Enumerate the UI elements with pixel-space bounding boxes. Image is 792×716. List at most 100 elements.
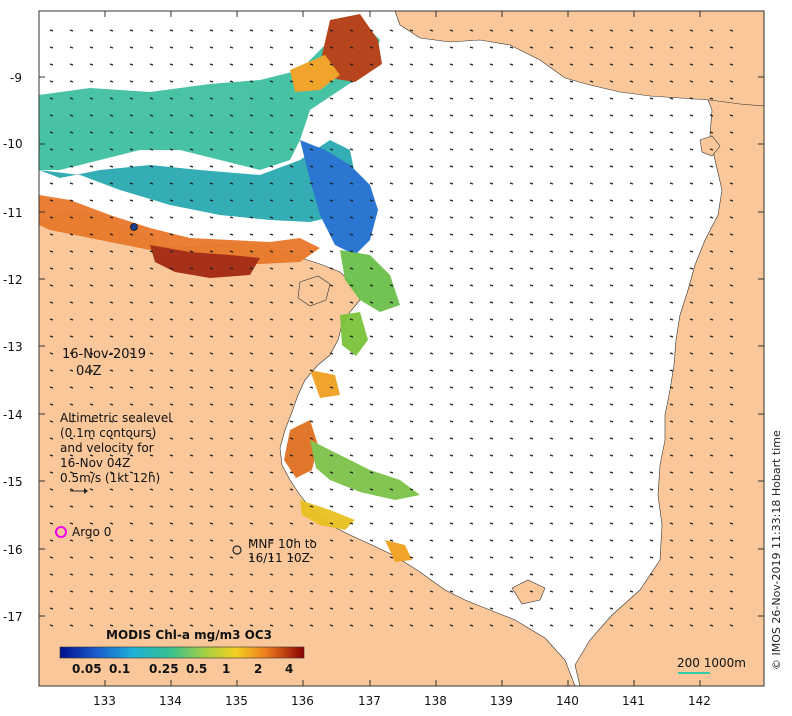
velocity-arrow	[709, 29, 714, 32]
chl-gulf-north-green	[340, 312, 368, 356]
velocity-arrow	[689, 590, 694, 593]
velocity-arrow	[89, 199, 94, 202]
velocity-arrow	[509, 284, 514, 287]
velocity-arrow	[109, 590, 114, 593]
velocity-arrow	[729, 182, 734, 185]
map-time-label: 04Z	[76, 364, 102, 379]
velocity-arrow	[49, 624, 54, 627]
velocity-arrow	[329, 539, 334, 542]
velocity-arrow	[449, 369, 454, 372]
velocity-arrow	[649, 301, 654, 304]
velocity-arrow	[369, 80, 374, 83]
velocity-arrow	[369, 216, 374, 219]
velocity-arrow	[209, 403, 214, 406]
velocity-arrow	[229, 437, 234, 440]
velocity-arrow	[389, 114, 394, 117]
velocity-arrow	[389, 199, 394, 202]
colorbar-tick-4: 0.5	[186, 662, 208, 676]
velocity-arrow	[149, 199, 154, 202]
chl-west-band	[39, 140, 360, 222]
velocity-arrow	[529, 471, 534, 474]
velocity-arrow	[529, 216, 534, 219]
velocity-arrow	[709, 505, 714, 508]
velocity-arrow	[249, 250, 254, 253]
velocity-arrow	[69, 471, 74, 474]
velocity-arrow	[269, 386, 274, 389]
velocity-arrow	[149, 165, 154, 168]
velocity-arrow	[89, 63, 94, 66]
velocity-arrow	[449, 403, 454, 406]
velocity-arrow	[629, 182, 634, 185]
velocity-arrow	[329, 403, 334, 406]
velocity-arrow	[229, 573, 234, 576]
velocity-arrow	[409, 97, 414, 100]
velocity-arrow	[109, 505, 114, 508]
velocity-arrow	[709, 539, 714, 542]
velocity-arrow	[689, 46, 694, 49]
velocity-arrow	[189, 182, 194, 185]
velocity-arrow	[169, 369, 174, 372]
velocity-arrow	[689, 420, 694, 423]
velocity-arrow	[289, 29, 294, 32]
velocity-arrow	[609, 148, 614, 151]
velocity-arrow	[549, 250, 554, 253]
velocity-arrow	[589, 607, 594, 610]
velocity-arrow	[509, 335, 514, 338]
velocity-arrow	[49, 131, 54, 134]
velocity-arrow	[509, 471, 514, 474]
velocity-arrow	[389, 301, 394, 304]
velocity-arrow	[709, 471, 714, 474]
velocity-arrow	[589, 556, 594, 559]
velocity-arrow	[189, 97, 194, 100]
velocity-arrow	[349, 80, 354, 83]
velocity-arrow	[629, 522, 634, 525]
velocity-arrow	[389, 573, 394, 576]
velocity-arrow	[69, 488, 74, 491]
velocity-arrow	[709, 403, 714, 406]
velocity-arrow	[729, 301, 734, 304]
velocity-arrow	[429, 590, 434, 593]
velocity-arrow	[409, 352, 414, 355]
velocity-arrow	[709, 607, 714, 610]
velocity-arrow	[469, 63, 474, 66]
velocity-arrow	[469, 369, 474, 372]
chl-coast-orange	[39, 195, 320, 264]
velocity-arrow	[69, 590, 74, 593]
velocity-arrow	[389, 216, 394, 219]
velocity-arrow	[49, 199, 54, 202]
velocity-arrow	[549, 352, 554, 355]
velocity-arrow	[69, 216, 74, 219]
velocity-arrow	[309, 301, 314, 304]
velocity-arrow	[509, 233, 514, 236]
velocity-arrow	[709, 573, 714, 576]
velocity-arrow	[589, 199, 594, 202]
velocity-arrow	[449, 148, 454, 151]
velocity-arrow	[529, 607, 534, 610]
velocity-arrow	[609, 318, 614, 321]
velocity-arrow	[329, 471, 334, 474]
velocity-arrow	[429, 420, 434, 423]
velocity-arrow	[589, 403, 594, 406]
velocity-arrow	[149, 522, 154, 525]
velocity-arrow	[349, 131, 354, 134]
velocity-arrow	[369, 284, 374, 287]
velocity-arrow	[209, 114, 214, 117]
velocity-arrow	[149, 386, 154, 389]
velocity-arrow	[49, 114, 54, 117]
velocity-arrow	[189, 46, 194, 49]
velocity-arrow	[189, 216, 194, 219]
velocity-arrow	[449, 624, 454, 627]
velocity-arrow	[589, 131, 594, 134]
velocity-arrow	[209, 488, 214, 491]
velocity-arrow	[389, 420, 394, 423]
velocity-arrow	[709, 148, 714, 151]
velocity-arrow	[309, 522, 314, 525]
velocity-arrow	[49, 573, 54, 576]
velocity-arrow	[249, 488, 254, 491]
velocity-arrow	[629, 114, 634, 117]
velocity-arrow	[609, 573, 614, 576]
velocity-arrow	[569, 46, 574, 49]
velocity-arrow	[649, 505, 654, 508]
velocity-arrow	[49, 267, 54, 270]
velocity-arrows	[49, 29, 734, 627]
